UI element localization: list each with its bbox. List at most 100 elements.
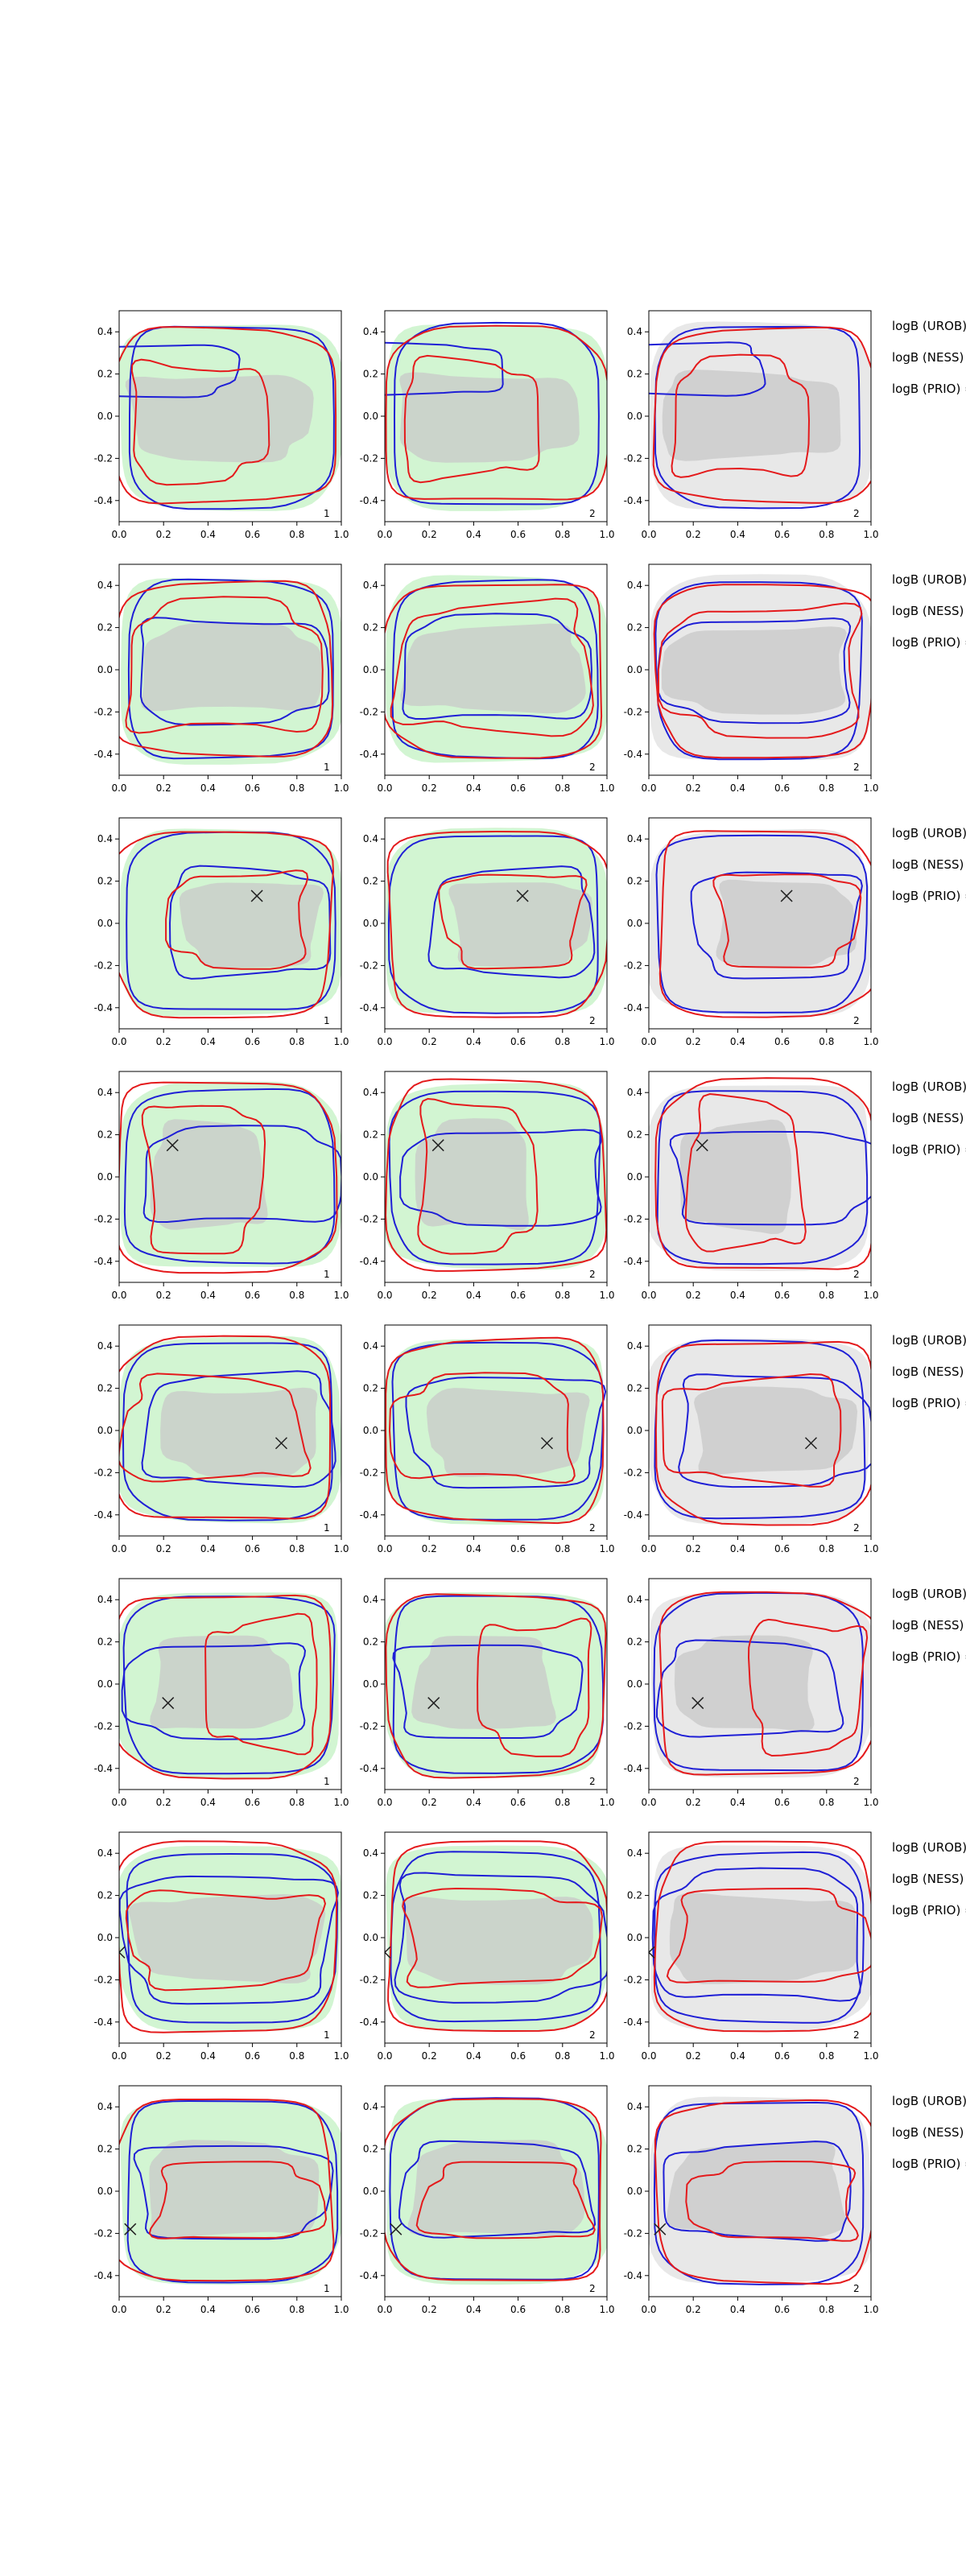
x-tick-label: 0.2 — [686, 2304, 701, 2315]
y-tick-label: 0.2 — [97, 876, 113, 887]
y-tick-label: 0.2 — [627, 2144, 642, 2155]
y-tick-label: -0.4 — [94, 749, 113, 760]
x-marker — [162, 1697, 175, 1710]
x-tick-label: 0.6 — [774, 529, 790, 540]
y-tick-label: 0.0 — [97, 1932, 113, 1943]
red-contour — [388, 1372, 576, 1484]
blue-contour — [656, 1090, 869, 1265]
panel-label: 2 — [589, 2029, 596, 2041]
y-tick-label: -0.2 — [624, 706, 642, 717]
panel-label: 2 — [589, 508, 596, 519]
y-tick-label: 0.4 — [363, 2101, 378, 2112]
panel-r3-c1: 1 0.0 0.2 0.4 0.6 0.8 1.0 0.4 0.2 0.0 -0.2 -0.4 — [94, 817, 349, 1047]
blue-contour — [141, 1370, 336, 1488]
x-tick-label: 0.0 — [641, 1290, 656, 1301]
x-tick-label: 0.2 — [156, 2304, 171, 2315]
x-tick-label: 0.4 — [200, 782, 216, 794]
x-tick-label: 0.4 — [200, 2304, 216, 2315]
x-tick-label: 0.6 — [510, 2050, 526, 2062]
red-contour — [671, 353, 811, 478]
y-tick-label: 0.4 — [627, 1087, 642, 1098]
y-tick-label: -0.2 — [94, 1467, 113, 1478]
y-tick-label: -0.4 — [624, 495, 642, 506]
panel-r2-c2: 2 0.0 0.2 0.4 0.6 0.8 1.0 0.4 0.2 0.0 -0.2 -0.4 — [360, 564, 615, 794]
red-contour — [654, 1340, 871, 1526]
x-tick-label: 0.2 — [686, 1797, 701, 1808]
panel-label: 1 — [324, 2029, 330, 2041]
gray-density-fill — [128, 1894, 326, 1984]
x-tick-label: 0.0 — [377, 782, 392, 794]
y-tick-label: 0.0 — [627, 411, 642, 422]
y-tick-label: 0.2 — [363, 1890, 378, 1901]
y-tick-label: 0.0 — [363, 918, 378, 929]
red-contour — [385, 1078, 607, 1272]
panel-row-4: 1 0.0 0.2 0.4 0.6 0.8 1.0 0.4 0.2 0.0 -0.2 -0.4 2 0.0… — [94, 1071, 966, 1301]
panel-label: 2 — [589, 2283, 596, 2294]
y-tick-label: 0.0 — [97, 411, 113, 422]
blue-contour — [651, 1867, 861, 2002]
gray-density-fill — [125, 374, 314, 463]
x-tick-label: 0.8 — [555, 2304, 570, 2315]
x-tick-label: 0.2 — [156, 529, 171, 540]
x-tick-label: 1.0 — [863, 1036, 878, 1047]
row-label: logB (UROB) = — [892, 1080, 966, 1094]
y-tick-label: -0.2 — [624, 1213, 642, 1224]
x-tick-label: 0.4 — [200, 1036, 216, 1047]
x-tick-label: 0.6 — [245, 1036, 260, 1047]
panel-r1-c1: 1 0.0 0.2 0.4 0.6 0.8 1.0 0.4 0.2 0.0 -0.2 -0.4 — [94, 310, 349, 540]
x-tick-label: 0.8 — [819, 1036, 834, 1047]
x-tick-label: 0.4 — [466, 1036, 481, 1047]
red-contour — [712, 873, 862, 968]
red-contour — [125, 1889, 327, 1992]
x-tick-label: 0.0 — [111, 529, 126, 540]
x-tick-label: 0.0 — [111, 2050, 126, 2062]
red-contour — [654, 2099, 871, 2285]
y-tick-label: -0.4 — [94, 1509, 113, 1521]
x-tick-label: 0.8 — [289, 1543, 304, 1554]
blue-contour — [398, 2140, 597, 2239]
y-tick-label: 0.4 — [97, 833, 113, 844]
row-label: logB (NESS) = — [892, 1872, 966, 1886]
panel-r3-c2: 2 0.0 0.2 0.4 0.6 0.8 1.0 0.4 0.2 0.0 -0.2 -0.4 — [360, 817, 615, 1047]
x-tick-label: 0.4 — [200, 2050, 216, 2062]
x-marker — [691, 1697, 704, 1710]
y-tick-label: 0.2 — [97, 2144, 113, 2155]
x-marker — [696, 1139, 708, 1152]
y-tick-label: 0.2 — [363, 622, 378, 634]
x-tick-label: 0.4 — [466, 1290, 481, 1301]
red-contour — [658, 830, 871, 1018]
row-label: logB (UROB) = — [892, 1587, 966, 1601]
red-contour — [661, 1373, 842, 1488]
x-tick-label: 1.0 — [599, 2050, 614, 2062]
gray-density-fill — [400, 1896, 593, 1985]
panel-r6-c1: 1 0.0 0.2 0.4 0.6 0.8 1.0 0.4 0.2 0.0 -0.2 -0.4 — [94, 1578, 349, 1808]
panel-label: 2 — [589, 762, 596, 773]
y-tick-label: 0.4 — [627, 2101, 642, 2112]
x-tick-label: 0.2 — [156, 1036, 171, 1047]
x-tick-label: 0.6 — [245, 1797, 260, 1808]
x-tick-label: 0.6 — [245, 782, 260, 794]
y-tick-label: 0.2 — [97, 1383, 113, 1394]
row-label: logB (NESS) = — [892, 1364, 966, 1379]
x-tick-label: 1.0 — [333, 2050, 349, 2062]
x-tick-label: 0.6 — [510, 2304, 526, 2315]
blue-contour — [392, 1595, 605, 1774]
x-tick-label: 1.0 — [599, 1036, 614, 1047]
x-tick-label: 0.8 — [555, 2050, 570, 2062]
x-tick-label: 0.8 — [819, 1797, 834, 1808]
y-tick-label: 0.4 — [627, 1594, 642, 1605]
red-contour — [119, 1335, 332, 1520]
gray-density-fill — [448, 882, 592, 967]
x-tick-label: 0.0 — [377, 2050, 392, 2062]
y-tick-label: 0.4 — [97, 580, 113, 591]
y-tick-label: -0.2 — [360, 960, 378, 971]
panel-label: 1 — [324, 2283, 330, 2294]
x-tick-label: 0.8 — [555, 1543, 570, 1554]
row-label: logB (PRIO) = — [892, 889, 966, 903]
red-contour — [657, 602, 863, 739]
y-tick-label: -0.2 — [360, 1467, 378, 1478]
x-tick-label: 0.0 — [111, 1543, 126, 1554]
panel-label: 1 — [324, 1269, 330, 1280]
y-tick-label: -0.4 — [94, 495, 113, 506]
